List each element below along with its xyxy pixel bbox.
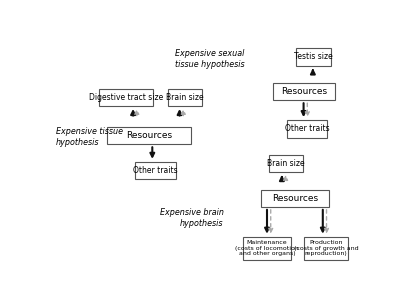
- Text: Resources: Resources: [281, 87, 327, 96]
- FancyBboxPatch shape: [273, 83, 335, 101]
- FancyBboxPatch shape: [296, 48, 331, 66]
- FancyBboxPatch shape: [304, 237, 348, 260]
- Text: Testis size: Testis size: [294, 52, 333, 61]
- FancyBboxPatch shape: [268, 155, 303, 172]
- Text: Other traits: Other traits: [133, 166, 178, 175]
- Text: Expensive brain
hypothesis: Expensive brain hypothesis: [160, 208, 224, 228]
- FancyBboxPatch shape: [243, 237, 291, 260]
- Text: Production
(costs of growth and
reproduction): Production (costs of growth and reproduc…: [294, 240, 358, 256]
- Text: Resources: Resources: [126, 131, 172, 140]
- Text: Maintenance
(costs of locomotion
and other organs): Maintenance (costs of locomotion and oth…: [235, 240, 299, 256]
- Text: Other traits: Other traits: [285, 124, 330, 133]
- Text: Resources: Resources: [272, 194, 318, 203]
- FancyBboxPatch shape: [107, 127, 191, 144]
- Text: Expensive tissue
hypothesis: Expensive tissue hypothesis: [56, 127, 123, 147]
- FancyBboxPatch shape: [287, 120, 328, 138]
- Text: Brain size: Brain size: [267, 159, 304, 168]
- Text: Digestive tract size: Digestive tract size: [89, 93, 163, 102]
- Text: Expensive sexual
tissue hypothesis: Expensive sexual tissue hypothesis: [175, 49, 245, 69]
- FancyBboxPatch shape: [261, 190, 329, 207]
- FancyBboxPatch shape: [99, 89, 153, 106]
- FancyBboxPatch shape: [168, 89, 202, 106]
- FancyBboxPatch shape: [135, 162, 176, 179]
- Text: Brain size: Brain size: [166, 93, 204, 102]
